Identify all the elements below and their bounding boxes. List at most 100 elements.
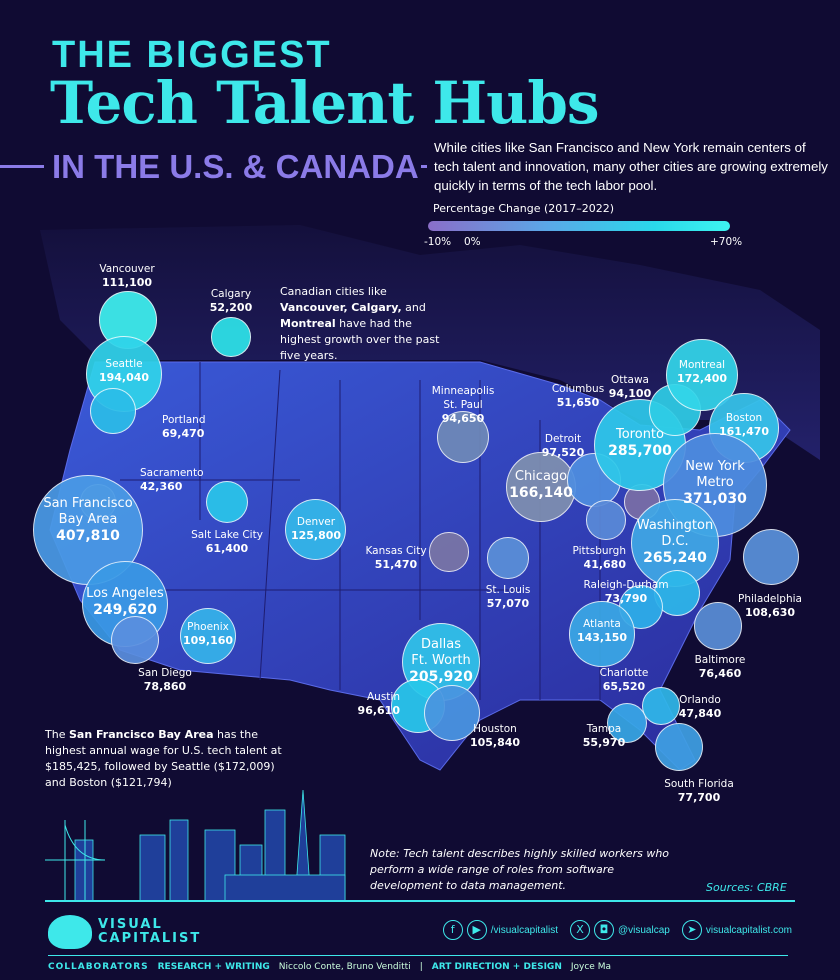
city-name: Washington D.C. (636, 518, 714, 549)
city-label: Vancouver 111,100 (99, 262, 154, 290)
city-value: 65,520 (602, 680, 646, 693)
city-label: Seattle 194,040 (99, 357, 149, 385)
brand-logo-text: VISUAL CAPITALIST (98, 917, 202, 946)
city-name: Ottawa (611, 374, 649, 386)
city-label: Baltimore 76,460 (695, 653, 746, 681)
city-bubble (606, 702, 648, 744)
website-link[interactable]: visualcapitalist.com (705, 924, 792, 936)
city-bubble (655, 723, 703, 771)
city-bubble (569, 601, 635, 667)
city-label: Minneapolis St. Paul 94,650 (432, 384, 495, 426)
legend-min: -10% (424, 236, 452, 248)
title-rule (0, 165, 44, 168)
youtube-icon[interactable]: ▶ (466, 920, 487, 940)
facebook-icon[interactable]: f (442, 920, 463, 940)
legend-max: +70% (710, 236, 743, 248)
city-name: Los Angeles (86, 586, 164, 601)
city-label: Houston 105,840 (470, 722, 520, 750)
city-name: Raleigh-Durham (583, 579, 669, 591)
social-handle-link[interactable]: /visualcapitalist (490, 924, 558, 936)
city-label: San Francisco Bay Area 407,810 (43, 496, 132, 544)
title-kicker: THE BIGGEST (52, 34, 332, 76)
canada-annotation: Canadian cities like Vancouver, Calgary,… (280, 285, 440, 362)
city-name: Kansas City (365, 545, 427, 557)
city-bubble (694, 602, 742, 650)
city-value: 55,970 (582, 736, 626, 749)
city-name: Phoenix (187, 621, 229, 633)
description: While cities like San Francisco and New … (434, 140, 828, 193)
city-label: Montreal 172,400 (677, 358, 727, 386)
wage-annotation: The San Francisco Bay Area has the highe… (45, 728, 282, 789)
x-icon[interactable]: X (570, 920, 590, 940)
city-name: Minneapolis St. Paul (431, 385, 495, 411)
research-label: RESEARCH + WRITING (157, 962, 270, 972)
city-bubble (211, 317, 251, 357)
skyline-illustration (45, 789, 795, 902)
city-value: 194,040 (98, 371, 150, 384)
social-links-row: f ▶ /visualcapitalist X ◘ @visualcap ➤ v… (442, 920, 792, 940)
city-name: Toronto (615, 427, 664, 442)
city-value: 57,070 (486, 597, 530, 610)
art-direction-names: Joyce Ma (570, 962, 611, 972)
city-value: 78,860 (143, 680, 187, 693)
city-bubble (586, 500, 626, 540)
city-bubble (742, 528, 800, 586)
city-label: Orlando 47,840 (679, 693, 721, 721)
legend-gradient-bar (428, 221, 730, 231)
city-value: 109,160 (182, 634, 234, 647)
city-name: Portland (162, 414, 206, 426)
city-value: 249,620 (93, 602, 157, 618)
city-name: Montreal (678, 359, 726, 371)
city-value: 285,700 (608, 443, 672, 459)
city-value: 42,360 (140, 480, 183, 493)
city-label: Calgary 52,200 (210, 287, 252, 315)
city-value: 51,470 (374, 558, 418, 571)
city-label: Tampa 55,970 (583, 722, 625, 750)
city-label: Chicago 166,140 (509, 469, 573, 501)
city-label: New York Metro 371,030 (683, 459, 747, 507)
city-value: 407,810 (56, 528, 120, 544)
city-label: Ottawa 94,100 (609, 373, 651, 401)
city-name: Charlotte (599, 667, 649, 679)
city-label: Dallas Ft. Worth 205,920 (409, 637, 473, 685)
city-bubble (285, 499, 347, 561)
city-value: 143,150 (576, 631, 628, 644)
cursor-icon[interactable]: ➤ (681, 920, 702, 940)
city-value: 96,610 (357, 704, 400, 717)
city-name: St. Louis (485, 584, 531, 596)
city-name: Dallas Ft. Worth (411, 637, 471, 668)
city-name: Atlanta (583, 618, 621, 630)
city-name: New York Metro (685, 459, 745, 490)
city-label: Columbus 51,650 (552, 382, 604, 410)
legend-zero: 0% (464, 236, 481, 248)
note: Note: Tech talent describes highly skill… (370, 847, 670, 892)
city-value: 77,700 (677, 791, 721, 804)
city-value: 125,800 (290, 529, 342, 542)
city-label: Philadelphia 108,630 (738, 592, 802, 620)
city-name: Orlando (679, 694, 721, 706)
footer-divider (48, 955, 788, 956)
city-bubble (110, 615, 160, 665)
credits-row: COLLABORATORS RESEARCH + WRITING Niccolo… (48, 962, 611, 972)
instagram-handle-link[interactable]: @visualcap (618, 924, 670, 936)
city-name: Boston (725, 412, 763, 424)
city-label: Raleigh-Durham 73,790 (583, 578, 668, 606)
city-name: Calgary (210, 288, 252, 300)
city-value: 265,240 (643, 550, 707, 566)
art-direction-label: ART DIRECTION + DESIGN (431, 962, 562, 972)
city-bubble (436, 410, 490, 464)
page-subtitle: IN THE U.S. & CANADA (52, 148, 419, 185)
city-name: Sacramento (140, 467, 204, 479)
city-label: Kansas City 51,470 (365, 544, 426, 572)
footer-separator: | (419, 962, 423, 972)
city-value: 161,470 (718, 425, 770, 438)
city-bubble (205, 480, 249, 524)
city-label: Los Angeles 249,620 (86, 586, 164, 618)
city-label: Atlanta 143,150 (577, 617, 627, 645)
instagram-icon[interactable]: ◘ (594, 920, 614, 940)
city-value: 94,100 (608, 387, 652, 400)
research-names: Niccolo Conte, Bruno Venditti (278, 962, 411, 972)
city-name: Seattle (105, 358, 143, 370)
city-value: 61,400 (205, 542, 249, 555)
city-label: Denver 125,800 (291, 515, 341, 543)
